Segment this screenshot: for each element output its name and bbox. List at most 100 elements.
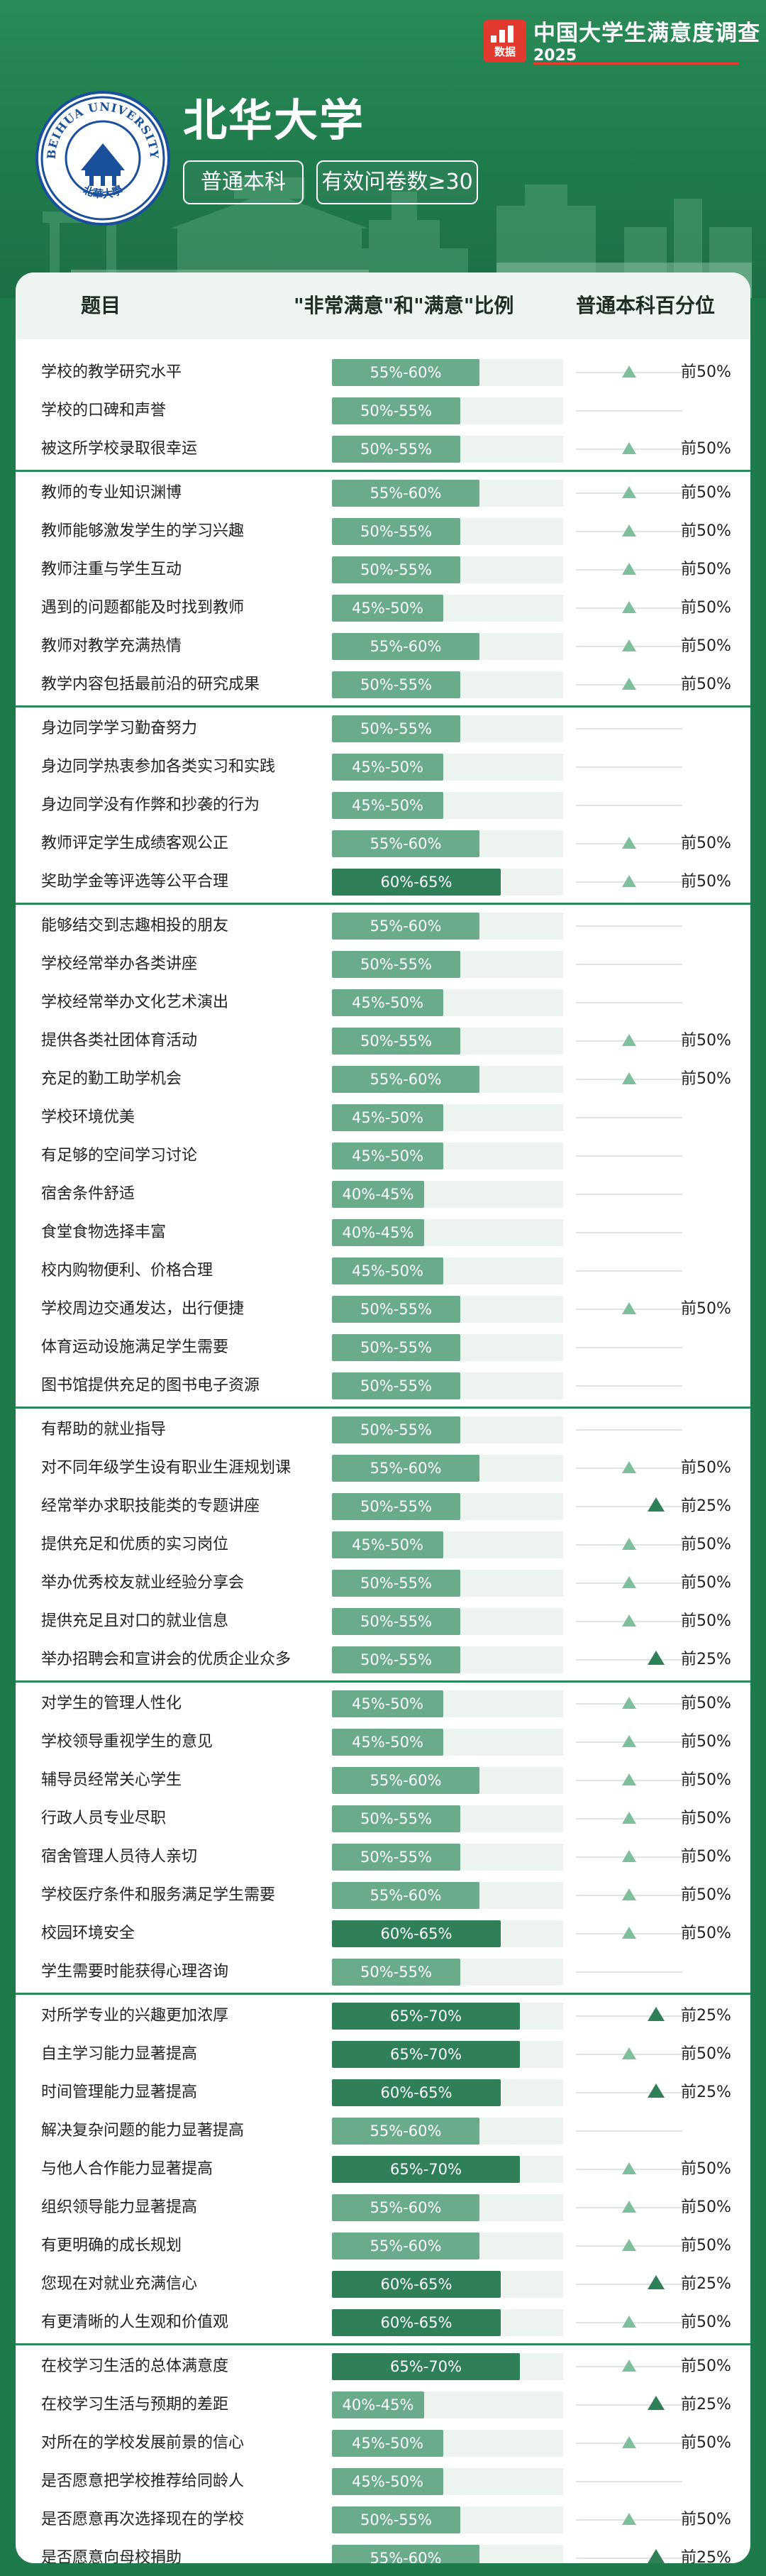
ratio-bar: 50%-55% <box>332 715 460 742</box>
percentile-track <box>576 2130 682 2132</box>
header-percentile: 普通本科百分位 <box>576 294 716 317</box>
table-row: 身边同学热衷参加各类实习和实践 45%-50% <box>16 748 750 786</box>
row-label: 校内购物便利、价格合理 <box>41 1262 213 1279</box>
row-label: 教师评定学生成绩客观公正 <box>41 835 229 852</box>
percentile-marker-icon <box>622 1538 636 1550</box>
percentile-marker-icon <box>622 1773 636 1785</box>
percentile-track <box>576 766 682 768</box>
ratio-bar: 50%-55% <box>332 518 460 545</box>
table-row: 对所学专业的兴趣更加浓厚 65%-70% 前25% <box>16 1997 750 2035</box>
ratio-bar: 60%-65% <box>332 2271 501 2298</box>
survey-brand: 数据 中国大学生满意度调查 2025 <box>484 20 760 70</box>
table-row: 时间管理能力显著提高 60%-65% 前25% <box>16 2074 750 2112</box>
percentile-label: 前50% <box>681 2237 731 2255</box>
table-row: 学校环境优美 45%-50% <box>16 1099 750 1137</box>
percentile-marker-icon <box>622 639 636 651</box>
bar-chart-icon <box>489 26 521 43</box>
percentile-label: 前50% <box>681 1536 731 1553</box>
table-row: 您现在对就业充满信心 60%-65% 前25% <box>16 2265 750 2303</box>
ratio-bar: 65%-70% <box>332 2353 520 2380</box>
percentile-marker-icon <box>622 2201 636 2213</box>
group-separator <box>16 1407 750 1409</box>
ratio-bar: 45%-50% <box>332 1531 443 1558</box>
row-label: 辅导员经常关心学生 <box>41 1771 182 1789</box>
ratio-bar: 60%-65% <box>332 2309 501 2336</box>
ratio-bar: 65%-70% <box>332 2041 520 2068</box>
survey-logo: 数据 <box>484 20 526 62</box>
percentile-track <box>576 1385 682 1387</box>
sample-size-badge: 有效问卷数≥30 <box>316 160 478 204</box>
ratio-bar: 50%-55% <box>332 436 460 463</box>
table-row: 是否愿意向母校捐助 55%-60% 前25% <box>16 2539 750 2563</box>
row-label: 身边同学学习勤奋努力 <box>41 720 198 737</box>
table-row: 有更明确的成长规划 55%-60% 前50% <box>16 2227 750 2265</box>
ratio-bar: 50%-55% <box>332 1959 460 1986</box>
percentile-track <box>576 1971 682 1973</box>
percentile-track <box>576 1155 682 1157</box>
table-row: 对所在的学校发展前景的信心 45%-50% 前50% <box>16 2424 750 2462</box>
row-label: 解决复杂问题的能力显著提高 <box>41 2122 245 2140</box>
ratio-bar: 50%-55% <box>332 1805 460 1832</box>
percentile-label: 前50% <box>681 522 731 540</box>
row-label: 对所学专业的兴趣更加浓厚 <box>41 2007 229 2025</box>
row-label: 有足够的空间学习讨论 <box>41 1147 198 1165</box>
ratio-bar: 50%-55% <box>332 1028 460 1055</box>
survey-title: 中国大学生满意度调查 <box>533 21 760 46</box>
row-label: 学校医疗条件和服务满足学生需要 <box>41 1886 276 1904</box>
table-row: 在校学习生活与预期的差距 40%-45% 前25% <box>16 2386 750 2424</box>
percentile-label: 前50% <box>681 1070 731 1088</box>
percentile-marker-icon <box>622 601 636 613</box>
percentile-marker-icon <box>622 2360 636 2372</box>
percentile-marker-icon <box>622 2047 636 2059</box>
percentile-label: 前50% <box>681 873 731 891</box>
table-row: 学生需要时能获得心理咨询 50%-55% <box>16 1953 750 1991</box>
table-row: 宿舍管理人员待人亲切 50%-55% 前50% <box>16 1838 750 1876</box>
row-label: 是否愿意向母校捐助 <box>41 2549 182 2563</box>
ratio-bar: 55%-60% <box>332 1882 479 1909</box>
table-row: 辅导员经常关心学生 55%-60% 前50% <box>16 1761 750 1800</box>
percentile-label: 前50% <box>681 1300 731 1318</box>
ratio-bar: 50%-55% <box>332 1296 460 1323</box>
table-row: 宿舍条件舒适 40%-45% <box>16 1175 750 1213</box>
percentile-label: 前50% <box>681 1459 731 1477</box>
percentile-marker-icon <box>622 1812 636 1824</box>
table-row: 教学内容包括最前沿的研究成果 50%-55% 前50% <box>16 666 750 704</box>
percentile-label: 前25% <box>681 2275 731 2293</box>
row-label: 食堂食物选择丰富 <box>41 1223 167 1241</box>
ratio-bar: 55%-60% <box>332 1455 479 1482</box>
table-row: 有更清晰的人生观和价值观 60%-65% 前50% <box>16 2303 750 2342</box>
table-row: 与他人合作能力显著提高 65%-70% 前50% <box>16 2150 750 2189</box>
ratio-bar: 50%-55% <box>332 671 460 698</box>
row-label: 能够结交到志趣相投的朋友 <box>41 917 229 935</box>
percentile-track <box>576 2481 682 2482</box>
percentile-track <box>576 2015 682 2017</box>
percentile-marker-icon <box>622 837 636 849</box>
ratio-bar: 45%-50% <box>332 792 443 819</box>
ratio-bar: 55%-60% <box>332 2118 479 2145</box>
ratio-bar: 50%-55% <box>332 1608 460 1635</box>
ratio-bar: 45%-50% <box>332 1143 443 1169</box>
table-row: 提供充足和优质的实习岗位 45%-50% 前50% <box>16 1526 750 1564</box>
header-item: 题目 <box>81 294 121 317</box>
row-label: 充足的勤工助学机会 <box>41 1070 182 1088</box>
ratio-bar: 45%-50% <box>332 2468 443 2495</box>
percentile-label: 前50% <box>681 2313 731 2331</box>
table-row: 有足够的空间学习讨论 45%-50% <box>16 1137 750 1175</box>
table-row: 教师对教学充满热情 55%-60% 前50% <box>16 627 750 666</box>
percentile-label: 前25% <box>681 2007 731 2025</box>
table-row: 组织领导能力显著提高 55%-60% 前50% <box>16 2189 750 2227</box>
row-label: 组织领导能力显著提高 <box>41 2198 198 2216</box>
percentile-marker-icon <box>647 1651 665 1665</box>
ratio-bar: 45%-50% <box>332 1257 443 1284</box>
ratio-bar: 50%-55% <box>332 1844 460 1871</box>
row-label: 图书馆提供充足的图书电子资源 <box>41 1377 260 1394</box>
group-separator <box>16 1680 750 1683</box>
row-label: 是否愿意把学校推荐给同龄人 <box>41 2472 245 2490</box>
ratio-bar: 65%-70% <box>332 2003 520 2030</box>
ratio-bar: 55%-60% <box>332 633 479 660</box>
table-row: 有帮助的就业指导 50%-55% <box>16 1411 750 1449</box>
ratio-bar: 55%-60% <box>332 1767 479 1794</box>
percentile-label: 前50% <box>681 2357 731 2375</box>
percentile-track <box>576 2404 682 2406</box>
percentile-marker-icon <box>622 875 636 887</box>
